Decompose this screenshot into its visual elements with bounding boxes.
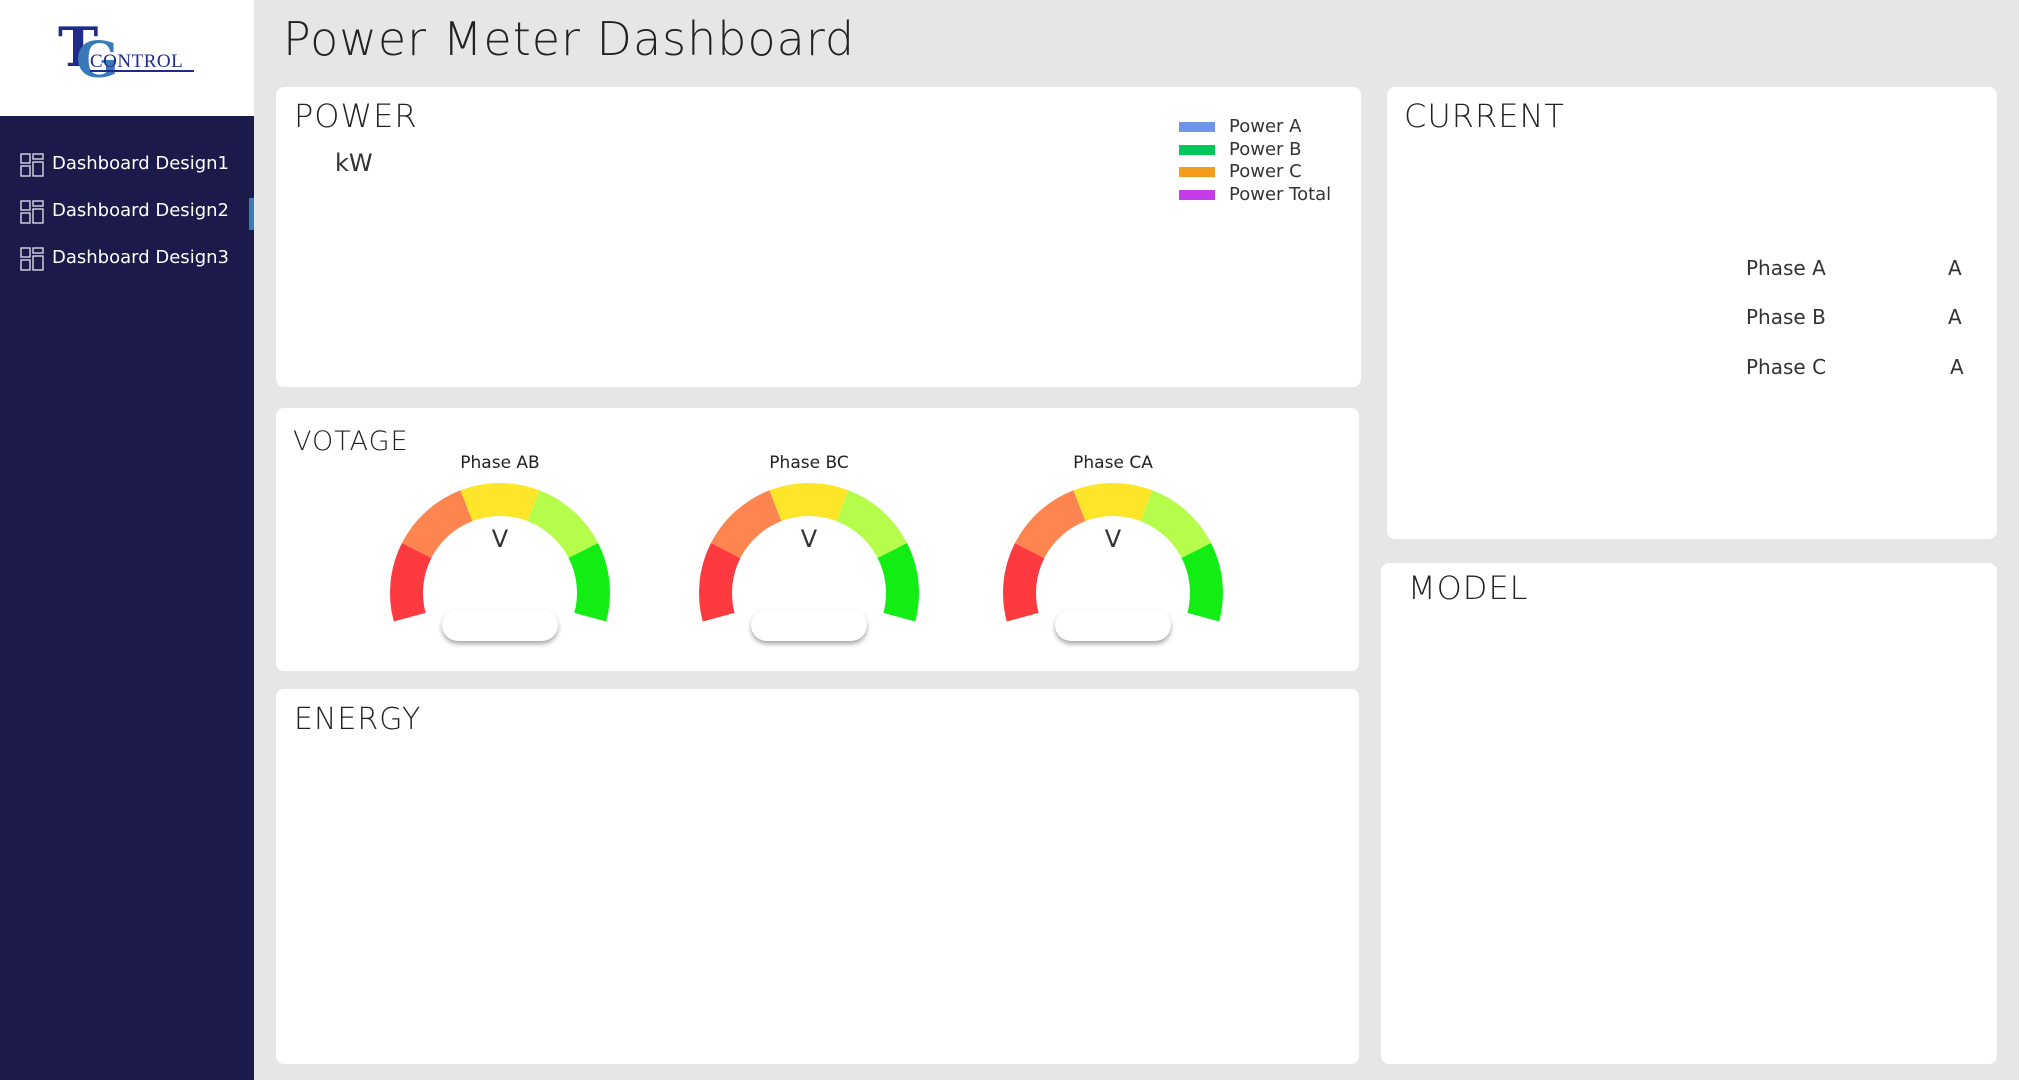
logo: T G CONTROL: [0, 0, 254, 116]
legend-swatch: [1179, 189, 1215, 200]
legend-swatch: [1179, 167, 1215, 177]
energy-card: ENERGY: [276, 689, 1359, 1064]
page-title: Power Meter Dashboard: [283, 12, 856, 66]
gauge-segment: [769, 483, 849, 522]
logo-letter-t: T: [58, 15, 99, 79]
model-card: MODEL: [1381, 563, 1997, 1064]
gauge-dial: [1003, 483, 1223, 622]
gauge-segment: [1140, 490, 1212, 559]
dashboard-grid-icon: [20, 200, 44, 224]
gauge-phase-ca: Phase CA V: [993, 443, 1233, 663]
gauge-segment: [527, 490, 599, 559]
gauge-segment: [710, 490, 782, 559]
phase-name: Phase B: [1746, 305, 1826, 329]
logo-wordmark: CONTROL: [90, 51, 184, 72]
gauge-segment: [1014, 490, 1086, 559]
gauge-phase-ab: Phase AB V: [380, 443, 620, 663]
phase-unit: A: [1948, 256, 1962, 280]
gauge-value-display: [442, 609, 558, 641]
gauge-segment: [1073, 483, 1153, 522]
current-phase-c-row: Phase C A: [1387, 355, 1997, 385]
power-card: POWER kW Power A Power B Power C Power T…: [276, 87, 1361, 387]
current-card: CURRENT Phase A A Phase B A Phase C A: [1387, 87, 1997, 539]
gauge-unit: V: [800, 525, 818, 553]
dashboard-grid-icon: [20, 153, 44, 177]
sidebar-item-dashboard-design2[interactable]: Dashboard Design2: [0, 191, 254, 231]
power-unit: kW: [335, 149, 373, 177]
phase-name: Phase A: [1746, 256, 1826, 280]
current-phase-a-row: Phase A A: [1387, 256, 1997, 286]
gauge-label: Phase AB: [460, 453, 540, 473]
dashboard-grid-icon: [20, 247, 44, 271]
gauge-segment: [1003, 543, 1045, 622]
power-title: POWER: [294, 97, 418, 135]
legend-label: Power A: [1229, 116, 1302, 137]
current-title: CURRENT: [1404, 97, 1565, 135]
gauge-value-display: [751, 609, 867, 641]
phase-unit: A: [1950, 355, 1964, 379]
sidebar-item-label: Dashboard Design1: [52, 153, 229, 174]
sidebar-item-label: Dashboard Design2: [52, 200, 229, 221]
gauge-dial: [699, 483, 919, 622]
sidebar-item-dashboard-design3[interactable]: Dashboard Design3: [0, 238, 254, 278]
gauge-segment: [390, 543, 432, 622]
gauge-segment: [401, 490, 473, 559]
sidebar-item-dashboard-design1[interactable]: Dashboard Design1: [0, 144, 254, 184]
gauge-phase-bc: Phase BC V: [689, 443, 929, 663]
gauge-segment: [877, 543, 919, 622]
voltage-title: VOTAGE: [293, 426, 409, 457]
model-title: MODEL: [1408, 569, 1529, 607]
sidebar-item-label: Dashboard Design3: [52, 247, 229, 268]
energy-title: ENERGY: [294, 702, 422, 737]
logo-underline: [90, 70, 194, 72]
gauge-label: Phase CA: [1073, 453, 1153, 473]
current-phase-b-row: Phase B A: [1387, 305, 1997, 335]
gauge-segment: [460, 483, 540, 522]
gauge-unit: V: [1104, 525, 1122, 553]
gauge-unit: V: [491, 525, 509, 553]
legend-swatch: [1179, 122, 1215, 132]
gauge-segment: [568, 543, 610, 622]
gauge-dial: [390, 483, 610, 622]
legend-label: Power C: [1229, 161, 1302, 182]
legend-label: Power B: [1229, 138, 1302, 160]
gauge-segment: [699, 543, 741, 622]
logo-letter-g: G: [76, 30, 119, 89]
phase-name: Phase C: [1746, 355, 1827, 379]
legend-swatch: [1179, 144, 1215, 155]
gauge-value-display: [1055, 609, 1171, 641]
sidebar: T G CONTROL Dashboard Design1 Dashboard …: [0, 0, 254, 1080]
gauge-segment: [836, 490, 908, 559]
gauge-segment: [1181, 543, 1223, 622]
active-item-indicator: [249, 198, 254, 230]
phase-unit: A: [1948, 305, 1962, 329]
gauge-label: Phase BC: [769, 453, 849, 473]
legend-label: Power Total: [1229, 183, 1332, 205]
